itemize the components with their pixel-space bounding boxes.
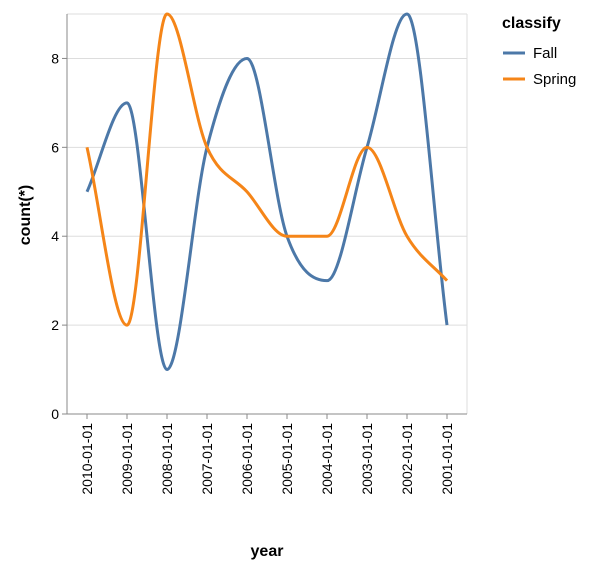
legend-items: Fall Spring <box>503 45 576 88</box>
legend-item-spring: Spring <box>503 71 576 88</box>
series-line-spring <box>85 12 449 327</box>
series-lines <box>85 12 449 372</box>
x-tick-label: 2006-01-01 <box>239 423 255 495</box>
y-tick-label: 0 <box>51 406 59 422</box>
legend-label: Fall <box>533 45 557 62</box>
y-tick-label: 8 <box>51 50 59 66</box>
legend: classify Fall Spring <box>502 15 576 88</box>
x-tick-label: 2001-01-01 <box>439 423 455 495</box>
y-tick-label: 2 <box>51 317 59 333</box>
x-tick-label: 2003-01-01 <box>359 423 375 495</box>
x-tick-label: 2010-01-01 <box>79 423 95 495</box>
x-tick-label: 2005-01-01 <box>279 423 295 495</box>
legend-title: classify <box>502 15 561 32</box>
x-tick-label: 2004-01-01 <box>319 423 335 495</box>
x-tick-label: 2008-01-01 <box>159 423 175 495</box>
x-axis-title: year <box>251 543 284 560</box>
legend-item-fall: Fall <box>503 45 557 62</box>
series-line-fall <box>85 12 449 372</box>
gridlines <box>67 13 468 415</box>
y-tick-label: 6 <box>51 139 59 155</box>
x-tick-label: 2009-01-01 <box>119 423 135 495</box>
y-tick-label: 4 <box>51 228 59 244</box>
x-tick-label: 2007-01-01 <box>199 423 215 495</box>
y-axis-title: count(*) <box>17 185 34 245</box>
axes: 0 2 4 6 8 2010-01-01 2009-01-01 2008-01-01 2007-… <box>51 14 467 495</box>
x-tick-label: 2002-01-01 <box>399 423 415 495</box>
legend-label: Spring <box>533 71 576 88</box>
